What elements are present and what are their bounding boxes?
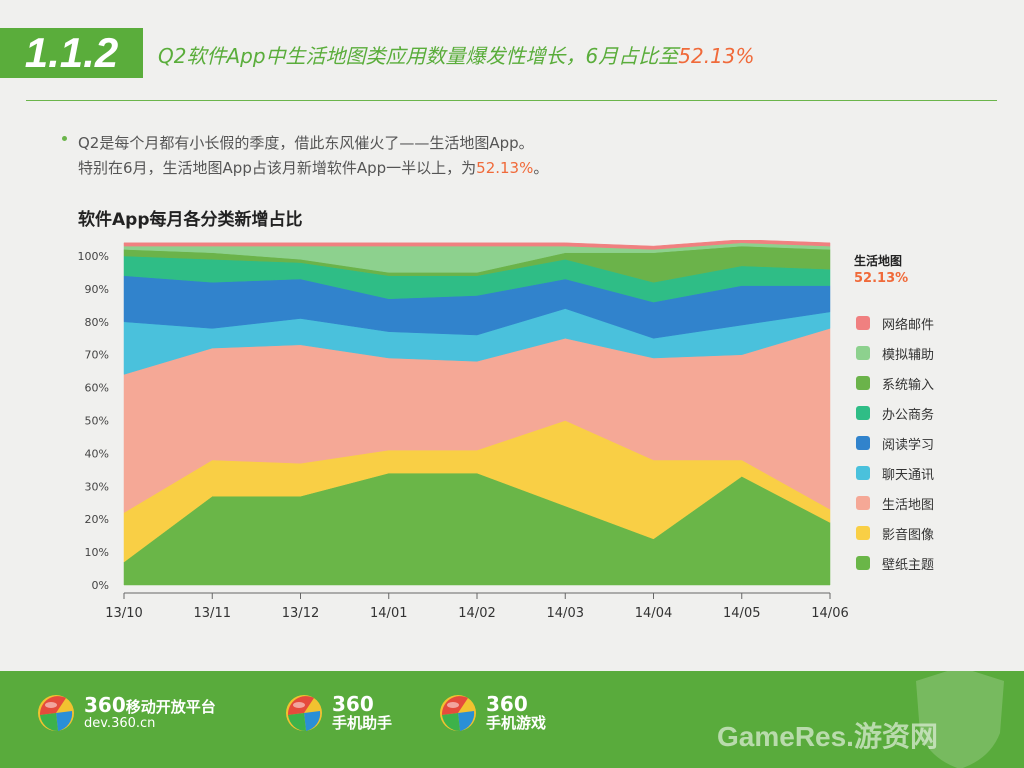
brand-1-url: dev.360.cn [84,715,156,731]
x-tick-label: 14/05 [723,606,760,621]
legend-swatch [856,376,870,390]
legend-item: 系统输入 [856,368,934,398]
x-tick-label: 13/12 [282,606,319,621]
legend-swatch [856,406,870,420]
y-tick-label: 50% [85,415,109,428]
stacked-area-chart: 0% 10% 20% 30% 40% 50% 60% 70% 80% 90% 100% 13/10 13… [78,240,849,621]
brand-2-number: 360 [332,692,374,716]
intro-line-2-highlight: 52.13% [476,159,534,177]
y-tick-label: 70% [85,349,109,362]
brand-phone-assistant[interactable]: 360 手机助手 [284,693,392,733]
legend-swatch [856,496,870,510]
360-ball-logo-icon [440,695,476,732]
page-title: Q2软件App中生活地图类应用数量爆发性增长，6月占比至52.13% [158,40,755,69]
y-tick-label: 60% [85,382,109,395]
legend-swatch [856,466,870,480]
x-tick-label: 14/02 [458,606,495,621]
y-tick-label: 90% [85,283,109,296]
legend-swatch [856,526,870,540]
intro-text: Q2是每个月都有小长假的季度，借此东风催火了——生活地图App。 特别在6月，生… [78,131,548,181]
legend-swatch [856,556,870,570]
x-tick-label: 14/06 [811,606,848,621]
legend-item: 壁纸主题 [856,548,934,578]
legend-item: 办公商务 [856,398,934,428]
y-tick-label: 0% [92,579,109,592]
legend-item: 生活地图 [856,488,934,518]
legend-item: 影音图像 [856,518,934,548]
callout-series-name: 生活地图 [854,254,903,268]
y-tick-label: 80% [85,316,109,329]
title-divider [26,100,997,101]
bullet-dot-icon [62,136,67,141]
brand-phone-games[interactable]: 360 手机游戏 [438,693,546,733]
y-tick-label: 20% [85,513,109,526]
page-title-main: Q2软件App中生活地图类应用数量爆发性增长，6月占比至 [158,44,679,68]
legend-label: 壁纸主题 [882,557,935,573]
legend-label: 阅读学习 [882,437,935,453]
intro-line-1: Q2是每个月都有小长假的季度，借此东风催火了——生活地图App。 [78,134,534,152]
y-tick-label: 100% [78,250,109,263]
legend-item: 阅读学习 [856,428,934,458]
brand-2-name: 手机助手 [332,714,393,732]
brand-1-number: 360 [84,692,126,717]
x-tick-label: 14/01 [370,606,407,621]
360-ball-logo-icon [38,695,74,732]
x-tick-label: 13/11 [194,606,231,621]
legend-label: 系统输入 [882,377,935,393]
area-series-9 [123,240,831,250]
watermark-text: GameRes.游资网 [717,721,938,752]
legend-label: 办公商务 [882,407,935,423]
brand-1-name: 移动开放平台 [125,697,216,716]
section-number-badge: 1.1.2 [0,28,143,78]
brand-3-number: 360 [486,692,528,716]
y-tick-label: 30% [85,480,109,493]
legend-swatch [856,436,870,450]
legend-label: 聊天通讯 [882,467,935,483]
x-tick-label: 14/04 [635,606,672,621]
callout-series-value: 52.13% [854,271,909,286]
intro-line-2-main: 特别在6月，生活地图App占该月新增软件App一半以上，为 [78,159,477,177]
y-tick-label: 10% [85,546,109,559]
legend-swatch [856,316,870,330]
x-tick-label: 13/10 [105,606,142,621]
watermark-shield-icon [916,671,1004,768]
brand-3-name: 手机游戏 [486,714,547,732]
360-ball-logo-icon [286,695,322,732]
x-tick-label: 14/03 [547,606,584,621]
legend-item: 聊天通讯 [856,458,934,488]
legend-label: 网络邮件 [882,317,935,333]
chart-title: 软件App每月各分类新增占比 [78,210,303,230]
legend-label: 影音图像 [882,527,935,543]
chart-legend: 网络邮件模拟辅助系统输入办公商务阅读学习聊天通讯生活地图影音图像壁纸主题 [856,308,934,578]
footer-bar: 360移动开放平台 dev.360.cn 360 手机助手 360 手机游戏 [0,671,1024,768]
legend-label: 模拟辅助 [882,347,935,363]
legend-label: 生活地图 [882,497,935,513]
page-title-highlight: 52.13% [678,44,755,68]
intro-line-2: 特别在6月，生活地图App占该月新增软件App一半以上，为52.13%。 [78,156,548,181]
brand-open-platform[interactable]: 360移动开放平台 dev.360.cn [36,693,216,733]
y-tick-label: 40% [85,447,109,460]
intro-line-2-end: 。 [533,159,549,177]
legend-item: 模拟辅助 [856,338,934,368]
legend-item: 网络邮件 [856,308,934,338]
legend-swatch [856,346,870,360]
